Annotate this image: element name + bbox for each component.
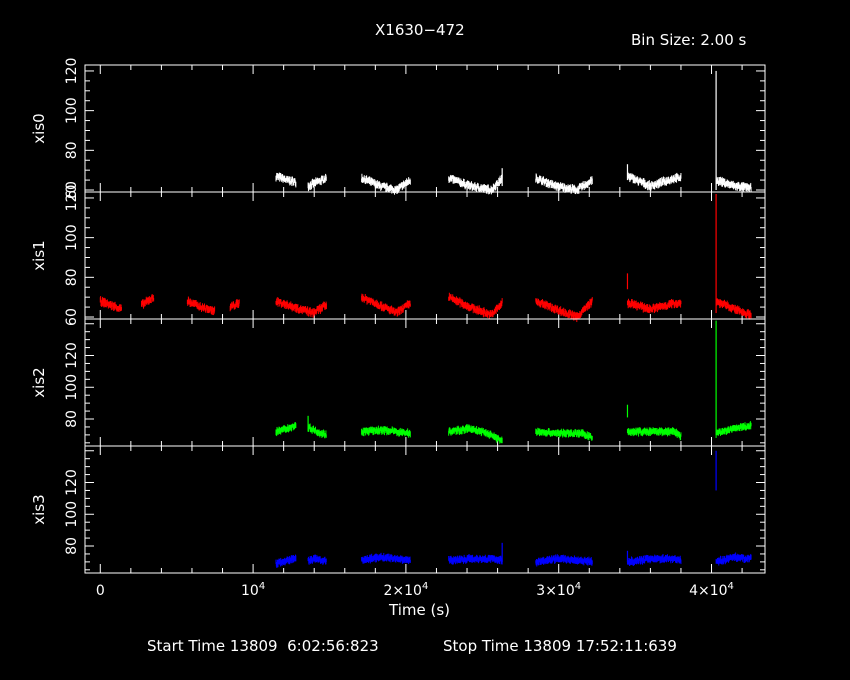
series-xis1 — [535, 297, 593, 323]
series-xis3 — [275, 554, 297, 568]
series-xis1 — [141, 294, 155, 309]
panel-label-xis0: xis0 — [30, 113, 48, 143]
series-xis2 — [626, 427, 682, 441]
x-tick-label: 104 — [241, 581, 265, 599]
panel-label-xis2: xis2 — [30, 367, 48, 397]
y-tick-label: 100 — [64, 501, 80, 528]
y-tick-label: 80 — [64, 141, 80, 159]
x-tick-label: 4×104 — [689, 581, 734, 599]
y-tick-label: 120 — [64, 58, 80, 85]
series-xis3 — [626, 554, 682, 566]
panel-label-xis3: xis3 — [30, 494, 48, 524]
series-xis1 — [186, 296, 216, 316]
series-xis0 — [307, 173, 327, 192]
x-tick-label: 3×104 — [536, 581, 581, 599]
y-tick-label: 80 — [64, 537, 80, 555]
y-tick-label: 120 — [64, 469, 80, 496]
y-tick-label: 80 — [64, 268, 80, 286]
panel-label-xis1: xis1 — [30, 240, 48, 270]
series-xis3 — [715, 552, 752, 566]
series-xis2 — [715, 421, 752, 438]
series-xis0 — [626, 171, 682, 191]
series-xis1 — [275, 297, 327, 318]
series-xis2 — [361, 425, 411, 438]
series-xis3 — [307, 554, 327, 565]
series-xis0 — [275, 172, 297, 188]
series-xis1 — [626, 298, 682, 314]
series-xis1 — [99, 296, 122, 312]
series-xis0 — [361, 173, 411, 195]
series-xis0 — [715, 175, 752, 193]
panel-frame-xis0 — [84, 64, 766, 193]
series-xis1 — [448, 292, 503, 320]
series-xis2 — [307, 423, 327, 439]
series-xis3 — [361, 552, 411, 565]
bin-size-label: Bin Size: 2.00 s — [631, 31, 747, 49]
x-axis-label: Time (s) — [389, 601, 450, 619]
series-xis1 — [715, 298, 752, 320]
y-tick-label: 80 — [64, 410, 80, 428]
series-xis2 — [535, 427, 593, 441]
series-xis0 — [535, 173, 593, 195]
y-tick-label: 100 — [64, 97, 80, 124]
y-tick-label: 120 — [64, 342, 80, 369]
series-xis2 — [448, 424, 503, 444]
x-tick-label: 2×104 — [383, 581, 428, 599]
chart-title: X1630−472 — [375, 21, 465, 39]
series-xis3 — [535, 554, 593, 567]
series-xis2 — [275, 422, 297, 437]
series-xis1 — [361, 293, 411, 317]
series-xis1 — [229, 299, 240, 312]
panel-frame-xis2 — [84, 318, 766, 447]
y-tick-label: 60 — [64, 181, 80, 199]
stop-time-label: Stop Time 13809 17:52:11:639 — [443, 637, 677, 655]
y-tick-label: 100 — [64, 224, 80, 251]
series-xis3 — [448, 554, 503, 565]
series-xis0 — [448, 174, 503, 195]
x-tick-label: 0 — [96, 583, 105, 599]
y-tick-label: 120 — [64, 185, 80, 212]
y-tick-label: 60 — [64, 308, 80, 326]
panel-frame-xis3 — [84, 445, 766, 574]
start-time-label: Start Time 13809 6:02:56:823 — [147, 637, 379, 655]
y-tick-label: 100 — [64, 374, 80, 401]
